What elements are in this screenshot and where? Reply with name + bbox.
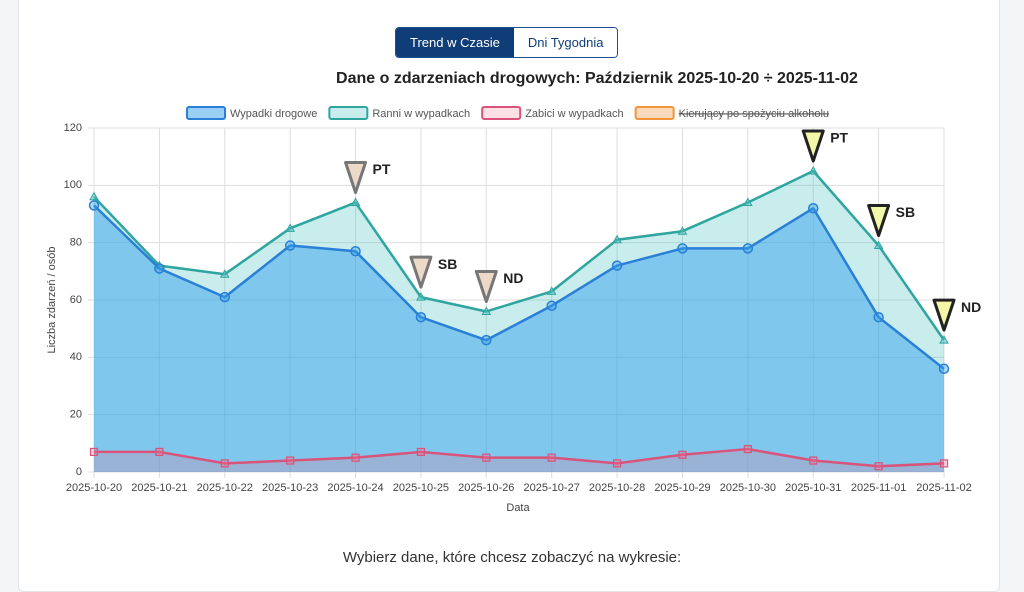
- legend-label: Zabici w wypadkach: [525, 108, 623, 120]
- day-marker-label: ND: [961, 299, 981, 315]
- data-point: [677, 243, 688, 254]
- data-point: [154, 263, 165, 274]
- y-tick-label: 100: [64, 179, 82, 191]
- data-point: [350, 246, 361, 257]
- day-marker: [932, 298, 956, 332]
- x-tick-label: 2025-10-22: [197, 482, 253, 494]
- x-tick-label: 2025-10-24: [327, 482, 383, 494]
- data-point: [481, 334, 492, 346]
- x-tick-label: 2025-10-21: [131, 482, 187, 494]
- data-point: [742, 197, 753, 207]
- legend-swatch: [481, 106, 522, 120]
- data-point: [351, 453, 360, 462]
- day-marker-label: SB: [896, 204, 915, 220]
- data-point: [416, 447, 426, 457]
- y-axis-label: Liczba zdarzeń / osób: [46, 246, 58, 353]
- day-marker: [867, 204, 891, 238]
- data-point: [546, 286, 557, 295]
- data-point: [89, 191, 99, 201]
- data-point: [220, 459, 229, 468]
- x-tick-label: 2025-10-23: [262, 482, 318, 494]
- series-area: [94, 205, 944, 472]
- series-line: [93, 204, 945, 370]
- data-point: [415, 311, 427, 323]
- y-tick-label: 0: [76, 466, 82, 478]
- data-point: [547, 453, 556, 462]
- chart-title: Dane o zdarzeniach drogowych: Październi…: [336, 70, 858, 87]
- data-point: [939, 459, 949, 468]
- day-marker: [344, 161, 368, 195]
- data-point: [873, 240, 884, 250]
- series-area: [94, 449, 944, 472]
- y-tick-label: 80: [70, 237, 82, 249]
- y-tick-label: 120: [64, 122, 82, 134]
- data-point: [416, 292, 426, 301]
- data-point: [88, 200, 100, 211]
- x-tick-label: 2025-10-27: [524, 482, 580, 494]
- day-marker: [801, 129, 825, 163]
- data-point: [808, 165, 819, 175]
- data-point: [938, 363, 950, 375]
- day-marker-label: ND: [503, 270, 523, 286]
- data-point: [285, 223, 296, 232]
- data-point: [611, 260, 623, 271]
- data-point: [482, 453, 491, 462]
- data-point: [874, 462, 883, 471]
- data-point: [612, 459, 622, 468]
- legend-label: Wypadki drogowe: [230, 108, 317, 120]
- chart: Dane o zdarzeniach drogowych: Październi…: [46, 70, 981, 514]
- x-tick-label: 2025-10-28: [589, 482, 645, 494]
- x-axis-label: Data: [506, 502, 530, 514]
- x-tick-label: 2025-11-01: [851, 482, 906, 494]
- tab[interactable]: Trend w Czasie: [396, 28, 514, 57]
- view-tabs: Trend w Czasie Dni Tygodnia: [395, 27, 619, 58]
- data-point: [743, 444, 752, 454]
- data-point: [809, 456, 818, 465]
- x-tick-label: 2025-10-25: [393, 482, 449, 494]
- legend-label: Ranni w wypadkach: [372, 108, 470, 120]
- data-point: [939, 335, 949, 344]
- page-body: {"tabs": [{"label": "Trend w Czasie", "a…: [18, 0, 1000, 592]
- data-point: [350, 197, 361, 207]
- data-point: [481, 306, 492, 315]
- day-marker: [474, 269, 498, 303]
- legend-label: Kierujący po spożyciu alkoholu: [679, 108, 829, 120]
- data-point: [219, 269, 230, 278]
- y-tick-label: 60: [70, 294, 82, 306]
- data-point: [742, 243, 754, 254]
- day-marker-label: PT: [830, 130, 848, 146]
- x-tick-label: 2025-10-26: [458, 482, 514, 494]
- data-point: [612, 234, 622, 244]
- y-tick-label: 40: [70, 351, 82, 363]
- data-point: [219, 291, 231, 303]
- tab[interactable]: Dni Tygodnia: [513, 28, 618, 57]
- day-marker-label: SB: [438, 256, 457, 272]
- prompt-text: Wybierz dane, które chcesz zobaczyć na w…: [342, 549, 682, 566]
- x-tick-label: 2025-10-31: [785, 482, 841, 494]
- legend-swatch: [634, 106, 675, 120]
- series-line: [93, 169, 946, 341]
- x-tick-label: 2025-10-29: [654, 482, 710, 494]
- data-point: [155, 447, 164, 457]
- y-tick-label: 20: [70, 409, 82, 421]
- data-point: [286, 456, 295, 465]
- x-tick-label: 2025-11-02: [916, 482, 971, 494]
- data-point: [678, 450, 687, 459]
- day-marker: [409, 255, 433, 289]
- data-point: [89, 447, 99, 457]
- legend-swatch: [328, 106, 369, 120]
- data-point: [873, 311, 884, 323]
- x-tick-label: 2025-10-30: [720, 482, 776, 494]
- series-line: [94, 447, 945, 468]
- day-marker-label: PT: [373, 161, 391, 177]
- data-point: [284, 240, 296, 251]
- data-point: [677, 226, 688, 235]
- x-tick-label: 2025-10-20: [66, 482, 122, 494]
- data-point: [546, 300, 557, 311]
- legend-swatch: [186, 106, 226, 120]
- data-point: [807, 203, 819, 214]
